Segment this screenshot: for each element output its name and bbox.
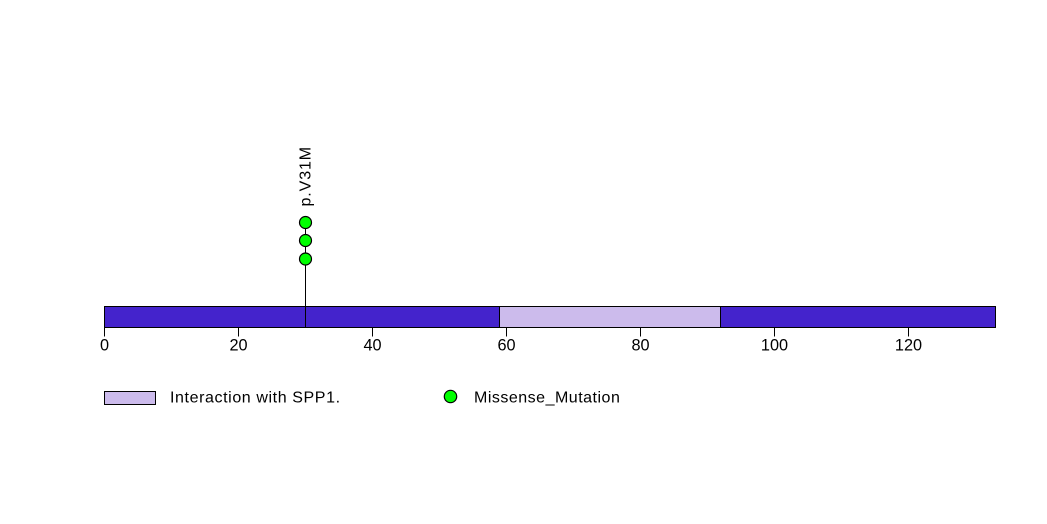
svg-text:60: 60 (497, 337, 515, 355)
svg-text:Interaction with SPP1.: Interaction with SPP1. (170, 390, 341, 407)
svg-text:120: 120 (895, 337, 922, 355)
svg-text:40: 40 (363, 337, 381, 355)
svg-text:80: 80 (631, 337, 649, 355)
svg-text:Missense_Mutation: Missense_Mutation (474, 390, 620, 407)
svg-text:0: 0 (100, 337, 109, 355)
svg-text:p.V31M: p.V31M (298, 146, 315, 207)
svg-text:100: 100 (761, 337, 788, 355)
svg-text:20: 20 (229, 337, 247, 355)
